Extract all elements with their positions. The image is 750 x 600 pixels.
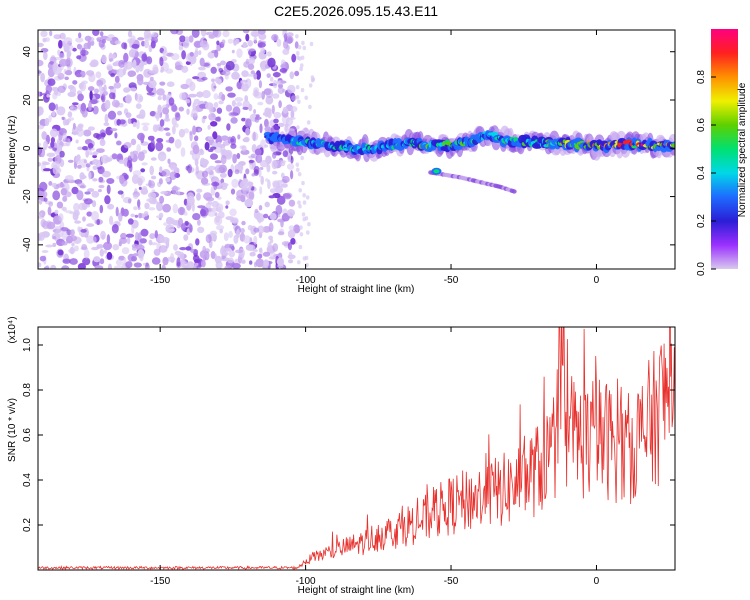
spectrogram-xlabel: Height of straight line (km) (298, 284, 415, 295)
colorbar-tick-label: 0.6 (696, 118, 707, 132)
y-tick-label: -40 (22, 237, 33, 252)
colorbar-label: Normalized spectral amplitude (737, 82, 748, 217)
colorbar-ticks: 0.0 0.2 0.4 0.6 0.8 (696, 70, 716, 276)
y-tick-label: 0.4 (22, 473, 33, 487)
x-tick-label: 0 (594, 576, 600, 587)
snr-xlabel: Height of straight line (km) (298, 585, 415, 596)
x-tick-label: -100 (296, 275, 316, 286)
y-tick-label: 40 (22, 46, 33, 58)
noise-blobs (38, 30, 316, 269)
spectrogram-heatmap (38, 30, 675, 269)
colorbar-tick-label: 0.4 (696, 166, 707, 180)
x-tick-label: -50 (444, 576, 459, 587)
x-tick-label: 0 (594, 275, 600, 286)
snr-scale-note: (x10⁴) (7, 316, 18, 343)
x-tick-label: -50 (444, 275, 459, 286)
snr-series-line (38, 327, 675, 570)
colorbar-gradient (711, 29, 738, 269)
x-tick-label: -150 (150, 576, 170, 587)
y-tick-label: 0.6 (22, 428, 33, 442)
y-tick-label: -20 (22, 189, 33, 204)
spectrogram-ylabel: Frequency (Hz) (7, 116, 18, 185)
snr-ylabel: SNR (10 * v/v) (7, 398, 18, 462)
chart-title: C2E5.2026.095.15.43.E11 (274, 3, 438, 19)
y-tick-label: 0 (22, 145, 33, 151)
x-tick-label: -150 (150, 275, 170, 286)
y-tick-label: 20 (22, 94, 33, 106)
colorbar-tick-label: 0.8 (696, 70, 707, 84)
colorbar: 0.0 0.2 0.4 0.6 0.8 Normalized spectral ampl… (696, 29, 748, 276)
x-tick-label: -100 (296, 576, 316, 587)
branch-band (428, 167, 517, 194)
spectrogram-axes: -150 -100 -50 0 -40 -20 0 20 40 (22, 30, 675, 286)
snr-frame (37, 326, 676, 571)
ridge-band (263, 124, 675, 163)
spectrogram-frame (37, 29, 676, 270)
snr-axes: -150 -100 -50 0 0.2 0.4 0.6 0.8 1.0 (22, 327, 675, 587)
colorbar-tick-label: 0.0 (696, 262, 707, 276)
y-tick-label: 1.0 (22, 338, 33, 352)
y-tick-label: 0.2 (22, 518, 33, 532)
y-tick-label: 0.8 (22, 383, 33, 397)
spectrogram-panel: -150 -100 -50 0 -40 -20 0 20 40 Height of straig… (7, 29, 676, 295)
snr-panel: -150 -100 -50 0 0.2 0.4 0.6 0.8 1.0 Height of st… (7, 316, 676, 596)
colorbar-tick-label: 0.2 (696, 214, 707, 228)
